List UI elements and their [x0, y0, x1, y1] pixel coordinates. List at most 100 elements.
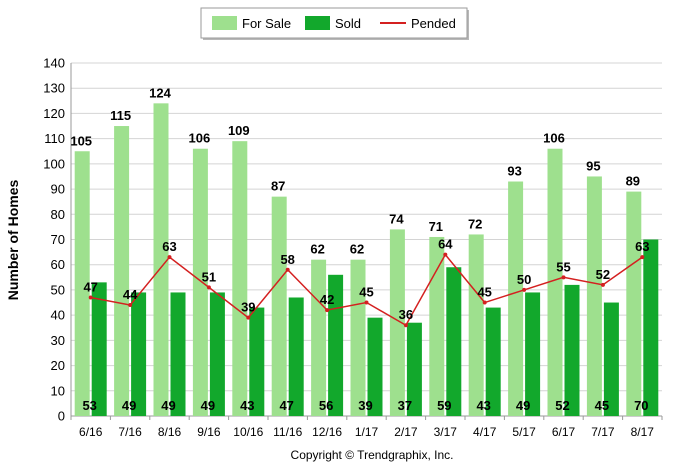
sold-bar: [328, 274, 344, 416]
sold-value-label: 43: [240, 398, 254, 413]
pended-value-label: 63: [162, 239, 176, 254]
for-sale-bar: [192, 148, 208, 416]
legend-label-sold: Sold: [335, 16, 361, 31]
x-tick-label: 3/17: [434, 425, 458, 439]
sold-value-label: 39: [358, 398, 372, 413]
sold-value-label: 45: [595, 398, 609, 413]
x-tick-label: 2/17: [394, 425, 418, 439]
for-sale-value-label: 71: [429, 219, 443, 234]
y-tick-label: 40: [51, 308, 65, 323]
pended-value-label: 39: [241, 300, 255, 315]
bars: [74, 103, 659, 417]
for-sale-bar: [626, 191, 642, 416]
for-sale-bar: [153, 103, 169, 416]
for-sale-value-label: 106: [189, 131, 211, 146]
for-sale-bar: [468, 234, 484, 416]
y-tick-label: 60: [51, 257, 65, 272]
pended-value-label: 52: [596, 267, 610, 282]
y-tick-label: 20: [51, 358, 65, 373]
pended-value-label: 45: [359, 285, 373, 300]
legend: For Sale Sold Pended: [200, 7, 469, 40]
sold-bar: [446, 267, 462, 416]
y-tick-label: 100: [43, 156, 65, 171]
x-tick-label: 1/17: [355, 425, 379, 439]
x-tick-label: 7/16: [118, 425, 142, 439]
pended-point: [522, 287, 527, 292]
sold-value-label: 49: [201, 398, 215, 413]
pended-value-label: 58: [280, 252, 294, 267]
for-sale-value-label: 87: [271, 179, 285, 194]
pended-point: [403, 323, 408, 328]
x-tick-label: 8/16: [158, 425, 182, 439]
sold-bar: [170, 292, 186, 416]
pended-point: [364, 300, 369, 305]
pended-point: [285, 267, 290, 272]
y-axis-label: Number of Homes: [5, 180, 21, 301]
sold-bar: [603, 302, 619, 416]
for-sale-value-label: 115: [110, 108, 131, 123]
legend-swatch-sold: [305, 16, 330, 30]
pended-value-label: 51: [202, 269, 216, 284]
x-tick-label: 4/17: [473, 425, 497, 439]
for-sale-bar: [114, 126, 130, 417]
pended-point: [600, 282, 605, 287]
axes: 0 10 20 30 40 50 60 70 80 90 100 110 120 130 140 6/16 7/…: [43, 56, 663, 439]
x-tick-label: 5/17: [512, 425, 536, 439]
for-sale-bar: [74, 151, 90, 416]
pended-point: [482, 300, 487, 305]
pended-value-label: 42: [320, 292, 334, 307]
legend-swatch-for-sale: [212, 16, 237, 30]
x-tick-label: 8/17: [631, 425, 655, 439]
for-sale-bar: [508, 181, 524, 416]
pended-point: [443, 252, 448, 257]
legend-label-for-sale: For Sale: [242, 16, 291, 31]
for-sale-value-label: 62: [350, 242, 364, 257]
pended-value-label: 36: [399, 307, 413, 322]
pended-value-label: 45: [477, 285, 491, 300]
pended-line: [88, 252, 645, 328]
sold-value-label: 47: [279, 398, 293, 413]
x-tick-label: 11/16: [273, 425, 302, 439]
y-tick-label: 90: [51, 182, 65, 197]
for-sale-value-label: 62: [310, 242, 324, 257]
for-sale-value-label: 74: [389, 211, 404, 226]
sold-value-label: 52: [555, 398, 569, 413]
legend-label-pended: Pended: [411, 16, 456, 31]
sold-bar: [131, 292, 147, 416]
pended-value-label: 64: [438, 237, 453, 252]
pended-value-label: 50: [517, 272, 531, 287]
for-sale-bar: [311, 259, 327, 416]
y-tick-label: 0: [58, 409, 65, 424]
y-tick-label: 120: [43, 106, 65, 121]
sold-bar: [367, 317, 383, 416]
x-tick-label: 10/16: [233, 425, 263, 439]
for-sale-bar: [350, 259, 366, 416]
for-sale-bar: [232, 141, 248, 416]
pended-point: [246, 315, 251, 320]
sold-bar: [564, 284, 580, 416]
for-sale-value-label: 109: [228, 123, 250, 138]
sold-bar: [485, 307, 501, 416]
sold-value-label: 53: [82, 398, 96, 413]
for-sale-value-label: 72: [468, 216, 482, 231]
pended-point: [561, 275, 566, 280]
sold-value-label: 59: [437, 398, 451, 413]
sold-value-label: 49: [161, 398, 175, 413]
sold-value-label: 43: [476, 398, 490, 413]
sold-value-label: 56: [319, 398, 333, 413]
pended-point: [206, 285, 211, 290]
for-sale-value-label: 93: [507, 164, 521, 179]
pended-value-label: 55: [556, 259, 570, 274]
for-sale-bar: [389, 229, 405, 416]
y-tick-label: 110: [44, 131, 65, 146]
sold-value-label: 49: [516, 398, 530, 413]
for-sale-value-label: 89: [626, 174, 640, 189]
data-labels: 105 53 115 49 124 49 106 49 109 43 87 47 62 56 62 39 74 3…: [70, 85, 649, 413]
sold-bar: [249, 307, 265, 416]
y-tick-label: 80: [51, 207, 65, 222]
x-tick-label: 7/17: [591, 425, 615, 439]
sold-bar: [643, 239, 659, 416]
x-tick-label: 6/17: [552, 425, 576, 439]
x-tick-label: 9/16: [197, 425, 221, 439]
